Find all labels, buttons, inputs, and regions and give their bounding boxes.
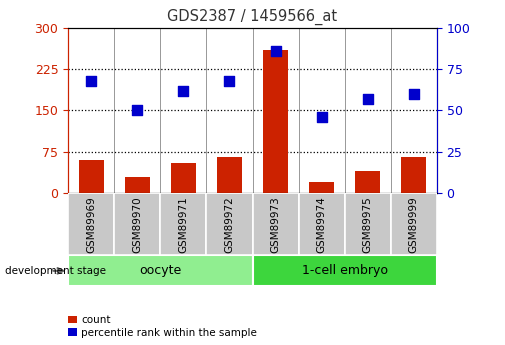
Bar [207, 193, 252, 255]
Bar [171, 163, 196, 193]
Bar [217, 157, 242, 193]
Point [225, 78, 233, 83]
Bar [161, 193, 207, 255]
Bar [298, 193, 345, 255]
Bar [79, 160, 104, 193]
Text: GSM89999: GSM89999 [409, 196, 419, 253]
Bar [68, 193, 114, 255]
Legend: count, percentile rank within the sample: count, percentile rank within the sample [66, 313, 260, 340]
Text: oocyte: oocyte [139, 264, 181, 277]
Bar [252, 255, 437, 286]
Text: GSM89973: GSM89973 [271, 196, 281, 253]
Text: GSM89969: GSM89969 [86, 196, 96, 253]
Bar [309, 182, 334, 193]
Text: GDS2387 / 1459566_at: GDS2387 / 1459566_at [168, 9, 337, 25]
Text: 1-cell embryo: 1-cell embryo [301, 264, 388, 277]
Bar [125, 177, 150, 193]
Point [364, 96, 372, 101]
Text: GSM89970: GSM89970 [132, 196, 142, 253]
Point [410, 91, 418, 97]
Text: development stage: development stage [5, 266, 106, 276]
Bar [401, 157, 426, 193]
Point [318, 114, 326, 120]
Point [133, 108, 141, 113]
Text: GSM89971: GSM89971 [178, 196, 188, 253]
Bar [355, 171, 380, 193]
Bar [345, 193, 391, 255]
Bar [391, 193, 437, 255]
Text: GSM89975: GSM89975 [363, 196, 373, 253]
Text: GSM89972: GSM89972 [224, 196, 234, 253]
Point [179, 88, 187, 93]
Bar [68, 255, 252, 286]
Bar [252, 193, 298, 255]
Bar [263, 50, 288, 193]
Point [87, 78, 95, 83]
Bar [114, 193, 161, 255]
Text: GSM89974: GSM89974 [317, 196, 327, 253]
Point [272, 48, 280, 53]
